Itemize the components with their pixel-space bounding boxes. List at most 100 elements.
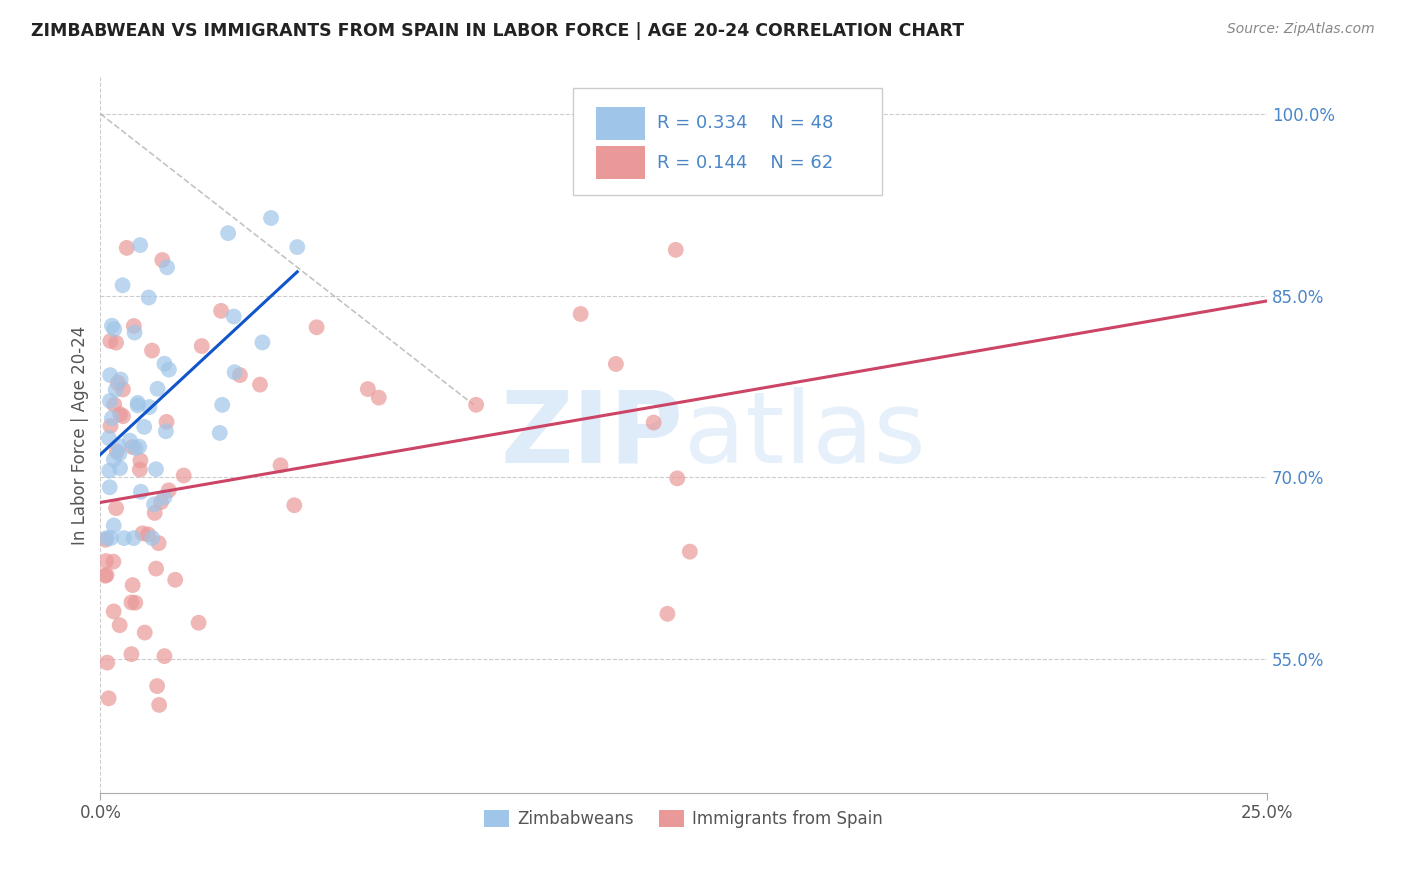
Point xyxy=(155,415,177,429)
Point xyxy=(305,320,328,334)
Point xyxy=(666,471,689,485)
Point xyxy=(97,691,120,706)
Point xyxy=(138,291,160,305)
Text: atlas: atlas xyxy=(683,386,925,483)
Point xyxy=(103,555,125,569)
Point xyxy=(105,501,128,516)
FancyBboxPatch shape xyxy=(572,88,882,195)
Point xyxy=(98,368,121,383)
Point xyxy=(94,568,117,582)
Point xyxy=(129,453,152,467)
Point xyxy=(148,698,170,712)
Point xyxy=(108,447,131,461)
Point xyxy=(108,618,131,632)
Text: R = 0.334    N = 48: R = 0.334 N = 48 xyxy=(657,114,834,132)
Point xyxy=(134,420,156,434)
Point xyxy=(103,398,125,412)
Point xyxy=(98,393,121,408)
Point xyxy=(111,278,134,293)
Point xyxy=(120,595,142,609)
Point xyxy=(679,544,702,558)
Point xyxy=(122,318,145,333)
Point xyxy=(153,649,176,664)
Point xyxy=(156,260,179,275)
Point xyxy=(229,368,252,382)
Point xyxy=(190,339,212,353)
Point xyxy=(136,527,159,541)
Point xyxy=(115,241,138,255)
Point xyxy=(165,573,187,587)
Point xyxy=(100,334,122,348)
Point xyxy=(105,444,128,458)
Point xyxy=(112,531,135,545)
Text: ZIMBABWEAN VS IMMIGRANTS FROM SPAIN IN LABOR FORCE | AGE 20-24 CORRELATION CHART: ZIMBABWEAN VS IMMIGRANTS FROM SPAIN IN L… xyxy=(31,22,965,40)
Point xyxy=(283,498,305,512)
Point xyxy=(118,434,141,448)
Point xyxy=(270,458,292,473)
Point xyxy=(249,377,271,392)
Point xyxy=(150,252,173,267)
Point xyxy=(224,365,246,379)
Point xyxy=(121,578,143,592)
Point xyxy=(657,607,679,621)
Point xyxy=(122,531,145,545)
Point xyxy=(96,554,118,568)
Point xyxy=(101,411,124,425)
Point xyxy=(111,409,134,424)
Point xyxy=(465,398,488,412)
Point xyxy=(108,407,131,421)
Point xyxy=(103,452,125,467)
Point xyxy=(98,464,121,478)
Point xyxy=(187,615,209,630)
Point xyxy=(148,536,170,550)
Point xyxy=(357,382,380,396)
Point xyxy=(128,440,150,454)
Point xyxy=(146,679,169,693)
Point xyxy=(100,419,122,434)
Point xyxy=(217,226,239,240)
Y-axis label: In Labor Force | Age 20-24: In Labor Force | Age 20-24 xyxy=(72,326,89,545)
Point xyxy=(141,531,163,545)
Point xyxy=(124,441,146,455)
Point xyxy=(108,461,131,475)
Point xyxy=(107,376,129,390)
Point xyxy=(157,362,180,376)
Point xyxy=(138,400,160,414)
Point xyxy=(157,483,180,498)
Point xyxy=(143,506,166,520)
FancyBboxPatch shape xyxy=(596,107,645,140)
Point xyxy=(124,596,146,610)
Point xyxy=(131,526,153,541)
Point xyxy=(97,431,120,445)
Point xyxy=(110,372,132,386)
Point xyxy=(260,211,283,225)
Point xyxy=(252,335,274,350)
Point xyxy=(143,497,166,511)
Point xyxy=(94,533,117,547)
Point xyxy=(134,625,156,640)
Point xyxy=(103,518,125,533)
Point xyxy=(101,318,124,333)
Point xyxy=(145,561,167,575)
Point xyxy=(127,399,149,413)
Point xyxy=(569,307,592,321)
Point xyxy=(155,424,177,438)
Text: Source: ZipAtlas.com: Source: ZipAtlas.com xyxy=(1227,22,1375,37)
Point xyxy=(150,495,173,509)
Point xyxy=(665,243,688,257)
Point xyxy=(104,383,127,397)
Point xyxy=(208,425,231,440)
Point xyxy=(100,531,122,545)
Point xyxy=(96,656,118,670)
Point xyxy=(103,604,125,618)
Point xyxy=(367,391,389,405)
Text: R = 0.144    N = 62: R = 0.144 N = 62 xyxy=(657,153,832,171)
Point xyxy=(124,326,146,340)
Point xyxy=(605,357,627,371)
Point xyxy=(211,398,233,412)
Point xyxy=(129,238,152,252)
Point xyxy=(285,240,308,254)
Point xyxy=(129,484,152,499)
Point xyxy=(128,462,150,476)
Point xyxy=(643,416,665,430)
